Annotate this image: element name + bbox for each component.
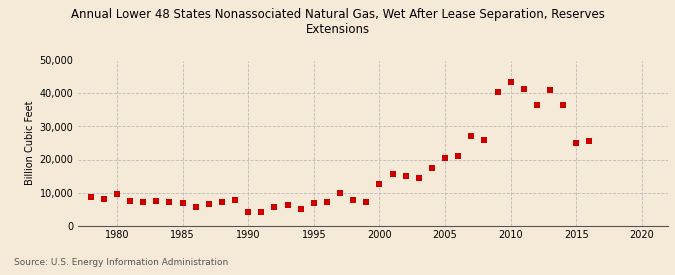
- Point: [85, 195, 96, 200]
- Point: [151, 199, 162, 203]
- Point: [518, 86, 529, 91]
- Point: [99, 197, 109, 201]
- Point: [374, 182, 385, 186]
- Point: [335, 190, 346, 195]
- Point: [111, 192, 122, 196]
- Point: [439, 156, 450, 160]
- Point: [492, 90, 503, 94]
- Point: [269, 205, 280, 210]
- Point: [400, 174, 411, 178]
- Point: [308, 201, 319, 205]
- Point: [190, 205, 201, 210]
- Point: [164, 200, 175, 204]
- Point: [453, 154, 464, 158]
- Point: [296, 207, 306, 211]
- Point: [243, 210, 254, 214]
- Point: [584, 139, 595, 144]
- Point: [414, 175, 425, 180]
- Point: [466, 134, 477, 139]
- Point: [427, 166, 437, 170]
- Y-axis label: Billion Cubic Feet: Billion Cubic Feet: [26, 101, 35, 185]
- Point: [138, 200, 148, 204]
- Point: [348, 197, 358, 202]
- Point: [571, 141, 582, 145]
- Point: [282, 203, 293, 207]
- Point: [230, 197, 240, 202]
- Point: [125, 199, 136, 203]
- Point: [532, 103, 543, 107]
- Point: [178, 201, 188, 205]
- Text: Source: U.S. Energy Information Administration: Source: U.S. Energy Information Administ…: [14, 258, 227, 267]
- Point: [545, 88, 556, 92]
- Point: [479, 138, 490, 142]
- Text: Annual Lower 48 States Nonassociated Natural Gas, Wet After Lease Separation, Re: Annual Lower 48 States Nonassociated Nat…: [71, 8, 604, 36]
- Point: [506, 80, 516, 84]
- Point: [558, 103, 568, 107]
- Point: [321, 200, 332, 204]
- Point: [387, 172, 398, 177]
- Point: [203, 202, 214, 206]
- Point: [361, 200, 372, 204]
- Point: [256, 210, 267, 214]
- Point: [217, 200, 227, 205]
